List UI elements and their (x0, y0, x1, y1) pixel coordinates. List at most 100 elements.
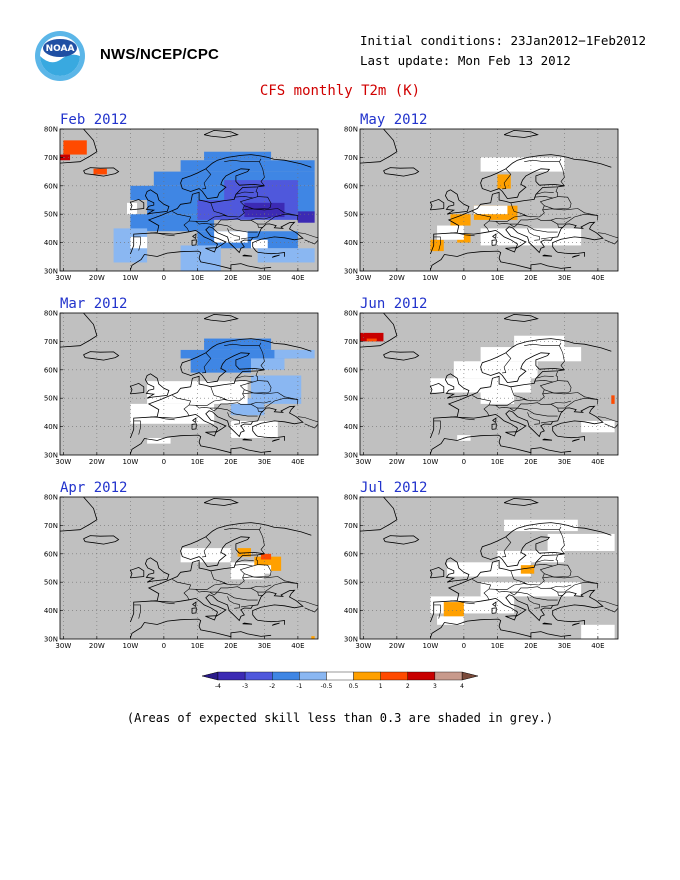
coastline (444, 189, 470, 215)
coastline (621, 228, 625, 251)
coastline (383, 535, 420, 545)
lon-tick-label: 30W (355, 274, 371, 282)
coastline (83, 535, 120, 545)
island-outline (491, 423, 497, 430)
country-border (510, 202, 528, 217)
island-outline (191, 239, 197, 246)
country-border (559, 158, 565, 186)
coastline (383, 167, 420, 177)
country-border (133, 420, 141, 435)
anomaly-cell (611, 395, 615, 404)
lon-tick-label: 30W (355, 458, 371, 466)
map-frame (359, 312, 619, 456)
coastline (60, 313, 98, 348)
lon-tick-label: 10W (422, 642, 438, 650)
country-border (240, 371, 258, 386)
lat-tick-label: 80N (344, 126, 358, 134)
colorbar-swatch (272, 671, 300, 681)
lat-tick-label: 30N (44, 268, 58, 276)
country-border (557, 397, 599, 409)
island-outline (271, 254, 280, 258)
lon-tick-label: 30E (558, 458, 571, 466)
anomaly-cell (127, 202, 138, 215)
colorbar-label: -2 (269, 683, 275, 690)
lon-tick-label: 30W (55, 642, 71, 650)
country-border (259, 526, 265, 554)
country-border (540, 605, 553, 608)
lat-tick-label: 30N (344, 636, 358, 644)
island-outline (205, 431, 217, 437)
island-outline (242, 438, 253, 441)
coastline (429, 566, 445, 579)
coastline (130, 434, 272, 454)
colorbar-label: 0.5 (349, 683, 359, 690)
country-border (433, 604, 441, 619)
lat-tick-label: 50N (344, 579, 358, 587)
panel-title-3: Jun 2012 (360, 296, 428, 312)
country-border (210, 570, 228, 585)
lat-tick-label: 70N (344, 338, 358, 346)
country-border (597, 600, 618, 613)
anomaly-cell (437, 225, 464, 240)
anomaly-cell (204, 338, 272, 350)
coastline (321, 412, 325, 435)
country-border (557, 581, 599, 593)
country-border (509, 223, 518, 228)
country-border (209, 407, 218, 412)
country-border (509, 591, 518, 596)
lon-tick-label: 10E (191, 458, 204, 466)
country-border (172, 395, 192, 416)
anomaly-cell (261, 553, 272, 560)
lon-tick-label: 0 (462, 642, 466, 650)
lat-tick-label: 50N (344, 395, 358, 403)
country-border (597, 232, 618, 245)
anomaly-cell (581, 624, 615, 639)
coastline (150, 589, 304, 625)
coastline (130, 618, 272, 638)
island-outline (571, 622, 580, 626)
color-bar-legend: -4 -3 -2 -1 -0.5 0.5 1 2 3 4 (201, 671, 479, 690)
country-border (542, 208, 598, 216)
coastline (203, 129, 239, 138)
lat-tick-label: 80N (344, 494, 358, 502)
country-border (235, 375, 254, 379)
colorbar-label: -3 (242, 683, 248, 690)
colorbar-label: 1 (379, 683, 383, 690)
country-border (457, 600, 475, 605)
lat-tick-label: 60N (44, 182, 58, 190)
coastline (430, 250, 572, 270)
island-outline (191, 607, 197, 614)
anomaly-cell (480, 392, 515, 404)
coastline (503, 313, 539, 322)
lon-tick-label: 20W (89, 642, 105, 650)
colorbar-swatch (299, 671, 327, 681)
country-border (540, 555, 558, 570)
lat-tick-label: 40N (344, 423, 358, 431)
anomaly-cell (497, 174, 511, 189)
lon-tick-label: 10E (491, 642, 504, 650)
coastline (150, 221, 304, 257)
country-border (172, 579, 192, 600)
anomaly-cell (224, 180, 298, 203)
coastline (450, 589, 604, 625)
anomaly-cell (180, 548, 231, 563)
lon-tick-label: 20W (389, 642, 405, 650)
country-border (524, 527, 560, 531)
lon-tick-label: 0 (162, 458, 166, 466)
anomaly-cell (60, 154, 71, 161)
map-frame (59, 496, 319, 640)
lat-tick-label: 70N (344, 154, 358, 162)
island-outline (242, 254, 253, 257)
lat-tick-label: 30N (44, 636, 58, 644)
anomaly-cell (514, 335, 565, 348)
lon-tick-label: 20E (524, 458, 537, 466)
main-title: CFS monthly T2m (K) (259, 83, 421, 99)
island-outline (191, 423, 197, 430)
coastline (444, 373, 470, 399)
country-border (534, 379, 553, 383)
country-border (224, 343, 260, 347)
anomaly-cell (430, 239, 444, 252)
lon-tick-label: 10W (122, 458, 138, 466)
island-outline (542, 438, 553, 441)
country-border (433, 236, 441, 251)
